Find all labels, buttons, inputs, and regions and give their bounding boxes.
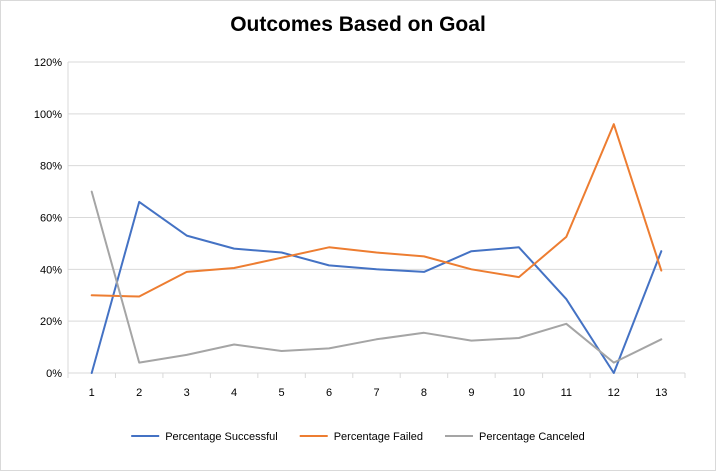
x-tick-label: 3 — [184, 387, 190, 399]
series-line-1 — [90, 200, 663, 374]
legend-label: Percentage Successful — [165, 431, 278, 443]
x-tick-label: 10 — [513, 387, 525, 399]
x-tick-label: 1 — [89, 387, 95, 399]
y-tick-label: 120% — [34, 57, 62, 69]
legend: Percentage Successful Percentage Failed Pe… — [131, 431, 585, 443]
y-tick-label: 40% — [40, 264, 62, 276]
y-tick-label: 60% — [40, 213, 62, 225]
gridlines — [68, 61, 685, 322]
y-tick-label: 0% — [46, 368, 62, 380]
x-tick-label: 9 — [468, 387, 474, 399]
x-tick-label: 4 — [231, 387, 237, 399]
x-tick-label: 6 — [326, 387, 332, 399]
axes: 0%20%40%60%80%100%120%1 2 3 4 5 6 7 8 9 10 11 12 13 — [34, 57, 686, 399]
legend-label: Percentage Canceled — [479, 431, 585, 443]
y-tick-label: 100% — [34, 109, 62, 121]
y-tick-label: 20% — [40, 316, 62, 328]
x-tick-label: 2 — [136, 387, 142, 399]
series-lines — [90, 123, 663, 374]
x-tick-label: 5 — [279, 387, 285, 399]
x-tick-label: 13 — [655, 387, 667, 399]
series-line-3 — [90, 190, 663, 364]
x-tick-label: 12 — [608, 387, 620, 399]
y-tick-label: 80% — [40, 161, 62, 173]
x-tick-label: 7 — [373, 387, 379, 399]
series-line-2 — [90, 123, 663, 298]
x-tick-label: 11 — [561, 387, 572, 399]
chart-title: Outcomes Based on Goal — [230, 13, 486, 36]
x-tick-label: 8 — [421, 387, 427, 399]
legend-label: Percentage Failed — [334, 431, 423, 443]
